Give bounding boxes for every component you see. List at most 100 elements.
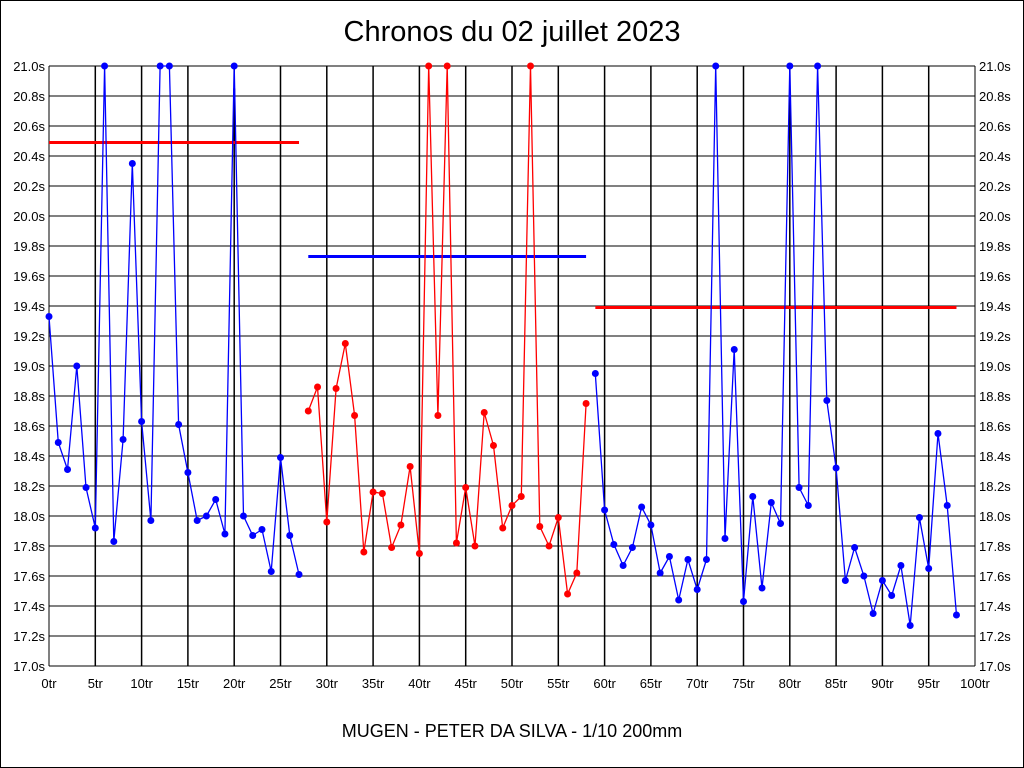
y-tick-label-left: 20.8s xyxy=(13,89,45,104)
x-tick-label: 65tr xyxy=(640,676,663,691)
y-tick-label-left: 18.4s xyxy=(13,449,45,464)
data-point xyxy=(45,313,53,320)
data-point xyxy=(110,538,118,545)
data-point xyxy=(378,490,386,497)
data-point xyxy=(628,544,636,551)
data-point xyxy=(480,409,488,416)
y-tick-label-right: 19.0s xyxy=(979,359,1011,374)
data-point xyxy=(434,412,442,419)
data-point xyxy=(471,542,479,550)
chart-footer: MUGEN - PETER DA SILVA - 1/10 200mm xyxy=(341,721,683,741)
y-tick-label-right: 20.0s xyxy=(979,209,1011,224)
data-point xyxy=(452,539,460,547)
y-tick-label-right: 18.6s xyxy=(979,419,1011,434)
data-point xyxy=(397,521,405,529)
data-point xyxy=(702,556,710,563)
data-point xyxy=(212,496,220,503)
x-tick-label: 5tr xyxy=(88,676,104,691)
x-tick-label: 25tr xyxy=(269,676,292,691)
data-point xyxy=(536,523,544,530)
y-tick-label-left: 20.0s xyxy=(13,209,45,224)
data-point xyxy=(573,569,581,577)
series-line-stint-3 xyxy=(594,65,958,626)
series-line-stint-2 xyxy=(307,65,587,597)
data-point xyxy=(277,454,284,461)
y-tick-label-right: 18.8s xyxy=(979,389,1011,404)
y-tick-label-left: 18.0s xyxy=(13,509,45,524)
data-point xyxy=(601,506,609,514)
data-point xyxy=(508,502,516,509)
data-point xyxy=(758,584,766,592)
y-tick-label-left: 17.2s xyxy=(13,629,45,644)
data-point xyxy=(425,62,433,70)
series-line-stint-1 xyxy=(48,65,300,575)
data-point xyxy=(740,598,747,605)
chart-title: Chronos du 02 juillet 2023 xyxy=(343,16,681,48)
data-point xyxy=(443,62,451,70)
y-tick-label-left: 18.6s xyxy=(13,419,45,434)
data-point xyxy=(786,62,794,70)
data-point xyxy=(165,62,173,70)
data-point xyxy=(749,493,757,500)
y-tick-label-right: 17.4s xyxy=(979,599,1011,614)
data-point xyxy=(564,590,572,598)
data-point xyxy=(545,542,553,550)
y-tick-label-right: 19.2s xyxy=(979,329,1011,344)
data-point xyxy=(499,524,507,532)
tick-labels: 17.0s 17.0s 17.2s 17.2s 17.4s 17.4s 17.6s 17.6s… xyxy=(13,59,1011,691)
data-point xyxy=(258,526,266,533)
data-point xyxy=(851,544,859,551)
y-tick-label-left: 20.2s xyxy=(13,179,45,194)
data-point xyxy=(619,562,627,569)
y-tick-label-left: 18.8s xyxy=(13,389,45,404)
data-point xyxy=(675,596,683,604)
x-tick-label: 10tr xyxy=(130,676,153,691)
x-tick-label: 100tr xyxy=(960,676,990,691)
data-point xyxy=(415,550,423,557)
x-tick-label: 80tr xyxy=(779,676,802,691)
x-tick-label: 90tr xyxy=(871,676,894,691)
data-point xyxy=(721,535,729,542)
x-tick-label: 0tr xyxy=(41,676,57,691)
y-tick-label-right: 19.6s xyxy=(979,269,1011,284)
data-point xyxy=(693,586,701,593)
y-tick-label-left: 19.0s xyxy=(13,359,45,374)
x-tick-label: 30tr xyxy=(316,676,339,691)
y-tick-label-left: 18.2s xyxy=(13,479,45,494)
x-tick-label: 60tr xyxy=(593,676,616,691)
data-point xyxy=(665,553,673,560)
x-tick-label: 50tr xyxy=(501,676,524,691)
x-tick-label: 40tr xyxy=(408,676,431,691)
data-point xyxy=(221,530,229,538)
data-point xyxy=(795,484,803,491)
y-tick-label-left: 17.6s xyxy=(13,569,45,584)
data-point xyxy=(777,520,785,527)
data-point xyxy=(314,383,322,391)
data-point xyxy=(517,493,525,500)
data-point xyxy=(925,565,933,572)
data-point xyxy=(869,610,877,617)
data-point xyxy=(175,421,183,428)
data-point xyxy=(332,385,340,392)
data-point xyxy=(54,439,62,446)
data-point xyxy=(767,499,775,506)
data-point xyxy=(267,568,275,575)
x-tick-label: 45tr xyxy=(454,676,477,691)
data-point xyxy=(304,407,312,415)
y-tick-label-left: 20.4s xyxy=(13,149,45,164)
data-point xyxy=(82,484,90,491)
data-point xyxy=(128,160,136,167)
data-point xyxy=(832,464,840,472)
data-point xyxy=(462,484,470,491)
data-point xyxy=(934,430,942,437)
data-point xyxy=(239,512,247,520)
grid xyxy=(48,65,976,667)
y-tick-label-right: 17.6s xyxy=(979,569,1011,584)
y-tick-label-left: 19.2s xyxy=(13,329,45,344)
data-point xyxy=(341,340,349,347)
y-tick-label-left: 21.0s xyxy=(13,59,45,74)
y-tick-label-right: 19.4s xyxy=(979,299,1011,314)
y-tick-label-left: 19.8s xyxy=(13,239,45,254)
data-point xyxy=(202,512,210,520)
